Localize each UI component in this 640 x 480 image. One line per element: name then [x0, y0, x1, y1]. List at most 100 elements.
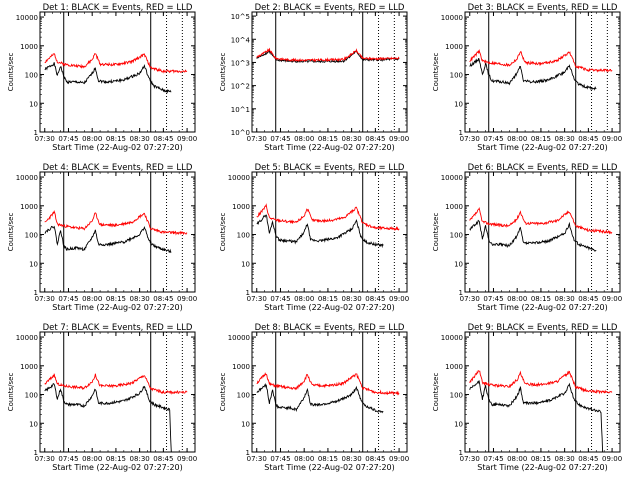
x-tick-label: 09:00: [177, 135, 197, 143]
chart-title: Det 8: BLACK = Events, RED = LLD: [255, 323, 405, 333]
y-tick-label: 10000: [441, 174, 463, 182]
x-tick-label: 07:30: [247, 455, 267, 463]
y-tick-label: 1000: [20, 43, 38, 51]
series-line-events: [44, 383, 172, 453]
x-axis-label: Start Time (22-Aug-02 07:27:20): [52, 303, 183, 312]
y-tick-label: 100: [25, 72, 38, 80]
y-tick-label: 10^2: [231, 83, 250, 91]
y-tick-label: 100: [25, 392, 38, 400]
x-axis-label: Start Time (22-Aug-02 07:27:20): [52, 463, 183, 472]
y-tick-label: 10^1: [231, 106, 250, 114]
y-tick-label: 1000: [20, 203, 38, 211]
plot-frame: [39, 331, 196, 453]
x-tick-label: 07:45: [58, 455, 78, 463]
x-tick-label: 08:30: [130, 455, 150, 463]
x-tick-label: 08:30: [555, 135, 575, 143]
series-line-events: [469, 219, 597, 252]
chart-title: Det 3: BLACK = Events, RED = LLD: [468, 3, 618, 13]
x-axis-label: Start Time (22-Aug-02 07:27:20): [264, 143, 395, 152]
y-tick-label: 100: [450, 392, 463, 400]
x-tick-label: 08:00: [82, 135, 102, 143]
y-axis-label: Counts/sec: [432, 53, 440, 92]
x-axis-label: Start Time (22-Aug-02 07:27:20): [477, 143, 608, 152]
x-tick-label: 08:15: [106, 295, 126, 303]
chart-panel-2: Det 2: BLACK = Events, RED = LLD 10^0 10^1…: [219, 3, 409, 152]
x-axis-label: Start Time (22-Aug-02 07:27:20): [477, 463, 608, 472]
y-tick-label: 10^5: [231, 13, 250, 21]
y-tick-label: 1: [34, 449, 38, 457]
x-tick-label: 07:30: [247, 295, 267, 303]
x-tick-label: 09:00: [389, 455, 409, 463]
y-tick-label: 10: [29, 420, 38, 428]
x-tick-label: 08:30: [555, 455, 575, 463]
x-tick-label: 09:00: [389, 135, 409, 143]
x-tick-label: 07:45: [483, 135, 503, 143]
plot-frame: [464, 331, 621, 453]
x-tick-label: 08:45: [578, 455, 598, 463]
series-line-events: [469, 379, 604, 453]
y-tick-label: 1: [34, 289, 38, 297]
series-line-lld: [256, 203, 400, 231]
y-tick-label: 1000: [445, 203, 463, 211]
chart-title: Det 2: BLACK = Events, RED = LLD: [255, 3, 405, 13]
x-tick-label: 08:30: [342, 295, 362, 303]
x-tick-label: 07:45: [58, 295, 78, 303]
y-tick-label: 1000: [232, 363, 250, 371]
y-tick-label: 10: [241, 260, 250, 268]
x-tick-label: 08:15: [318, 295, 338, 303]
chart-panel-9: Det 9: BLACK = Events, RED = LLD 1 10 100 10…: [432, 323, 622, 472]
y-axis-label: Counts/sec: [7, 213, 15, 252]
x-tick-label: 09:00: [602, 135, 622, 143]
series-line-lld: [44, 52, 188, 74]
x-tick-label: 07:30: [247, 135, 267, 143]
series-line-lld: [44, 373, 188, 395]
y-tick-label: 10000: [16, 334, 38, 342]
series-line-lld: [256, 372, 400, 396]
x-tick-label: 07:45: [483, 295, 503, 303]
chart-panel-5: Det 5: BLACK = Events, RED = LLD 1 10 100 10…: [219, 163, 409, 312]
y-tick-label: 10^3: [231, 59, 250, 67]
y-tick-label: 10^4: [231, 36, 251, 44]
x-tick-label: 08:15: [318, 135, 338, 143]
y-tick-label: 10: [29, 260, 38, 268]
y-axis-label: Counts/sec: [432, 373, 440, 412]
y-tick-label: 100: [237, 232, 250, 240]
x-tick-label: 08:15: [531, 135, 551, 143]
x-tick-label: 08:15: [318, 455, 338, 463]
x-tick-label: 07:45: [58, 135, 78, 143]
y-tick-label: 1000: [445, 363, 463, 371]
x-tick-label: 08:00: [507, 135, 527, 143]
plot-frame: [39, 11, 196, 133]
x-tick-label: 08:00: [507, 295, 527, 303]
x-tick-label: 09:00: [177, 455, 197, 463]
x-tick-label: 08:00: [82, 455, 102, 463]
x-tick-label: 08:00: [507, 455, 527, 463]
x-axis-label: Start Time (22-Aug-02 07:27:20): [264, 303, 395, 312]
x-tick-label: 09:00: [602, 295, 622, 303]
y-tick-label: 1: [459, 289, 463, 297]
chart-title: Det 6: BLACK = Events, RED = LLD: [468, 163, 618, 173]
x-axis-label: Start Time (22-Aug-02 07:27:20): [477, 303, 608, 312]
x-tick-label: 08:45: [153, 295, 173, 303]
y-tick-label: 1000: [445, 43, 463, 51]
x-tick-label: 07:30: [35, 135, 55, 143]
plot-frame: [464, 171, 621, 293]
x-tick-label: 08:30: [130, 135, 150, 143]
x-tick-label: 07:30: [35, 455, 55, 463]
series-line-lld: [469, 369, 613, 395]
plot-frame: [39, 171, 196, 293]
x-tick-label: 08:45: [153, 135, 173, 143]
y-tick-label: 1: [246, 449, 250, 457]
y-tick-label: 10000: [441, 334, 463, 342]
y-tick-label: 10: [454, 100, 463, 108]
series-line-events: [469, 57, 597, 91]
plot-frame: [251, 11, 408, 133]
x-tick-label: 08:30: [130, 295, 150, 303]
y-tick-label: 1: [459, 449, 463, 457]
y-tick-label: 10000: [228, 174, 250, 182]
chart-panel-7: Det 7: BLACK = Events, RED = LLD 1 10 100 10…: [7, 323, 197, 472]
x-tick-label: 08:45: [365, 295, 385, 303]
plot-frame: [251, 331, 408, 453]
series-line-lld: [256, 47, 400, 63]
